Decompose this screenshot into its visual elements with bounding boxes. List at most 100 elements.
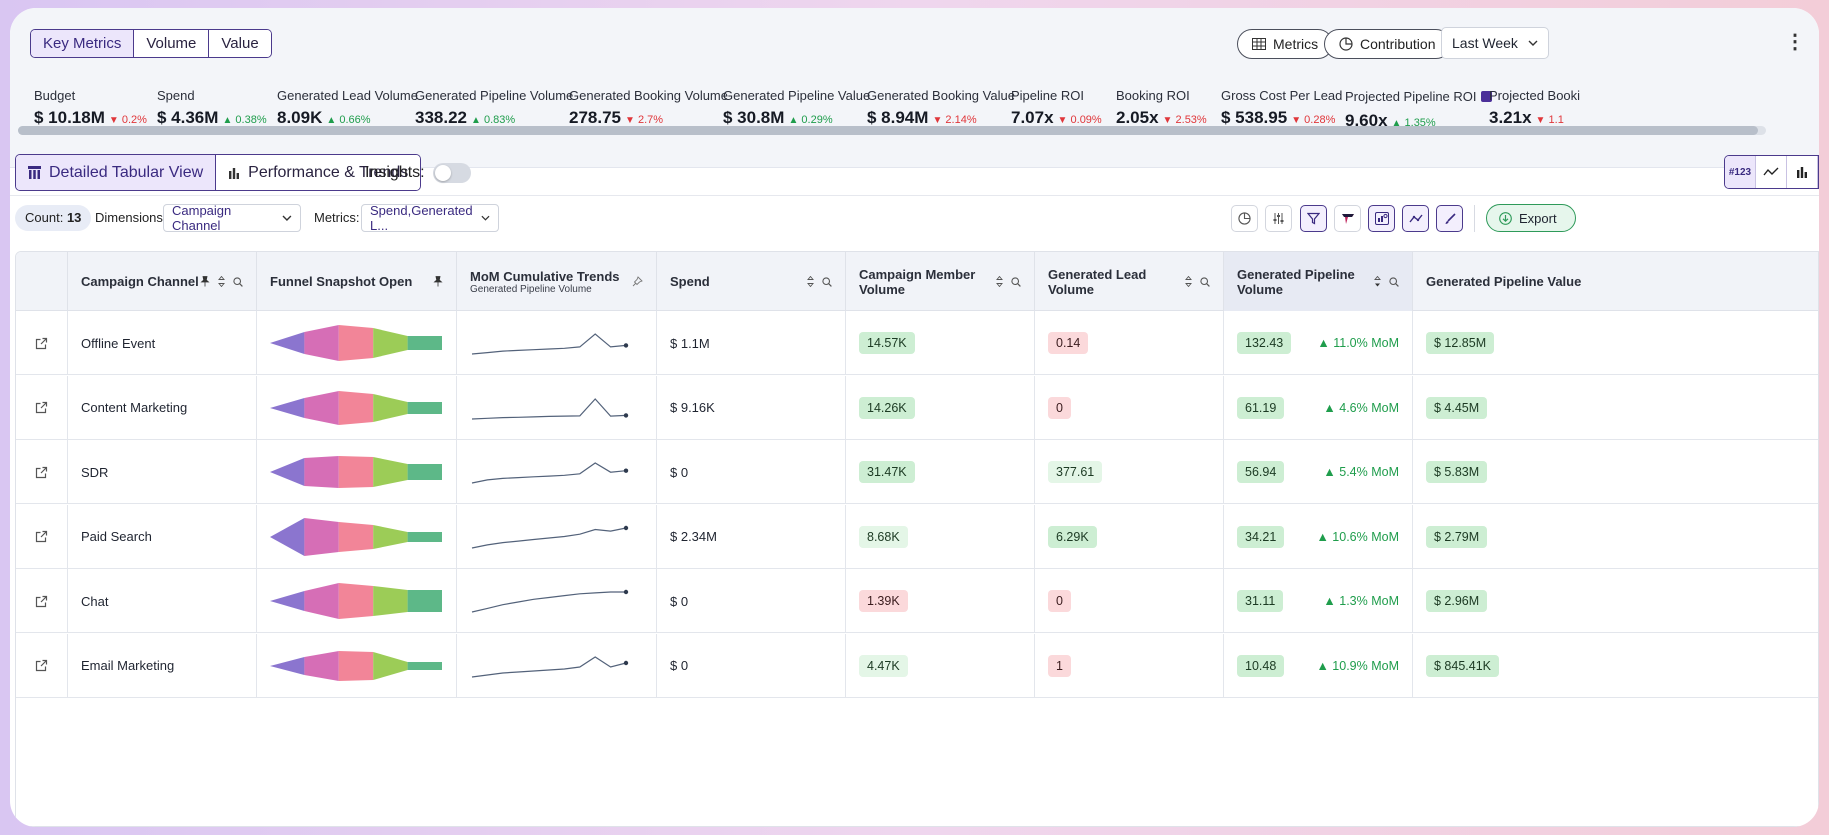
funnel-chart[interactable] (270, 517, 442, 557)
tab-value[interactable]: Value (209, 30, 271, 57)
external-link-icon[interactable] (35, 337, 48, 350)
sparkline-chart[interactable] (470, 586, 630, 616)
header-generated-pipeline-value[interactable]: Generated Pipeline Value (1413, 252, 1602, 311)
kpi-change: ▲ 0.38% (222, 114, 266, 126)
external-link-icon[interactable] (35, 466, 48, 479)
sparkline-end-point (623, 589, 629, 595)
sparkline-chart[interactable] (470, 522, 630, 552)
numeric-mode-button[interactable]: #123 (1725, 156, 1756, 188)
pie-view-button[interactable] (1231, 205, 1258, 232)
table-row[interactable]: Email Marketing $ 0 4.47K 1 10.48 ▲ 10.9% MoM… (16, 633, 1818, 698)
contribution-button[interactable]: Contribution (1324, 29, 1451, 59)
sparkline-chart[interactable] (470, 328, 630, 358)
kpi-change: ▼ 0.28% (1291, 114, 1335, 126)
adjust-columns-button[interactable] (1265, 205, 1292, 232)
kpi-scrollbar-thumb[interactable] (18, 126, 1758, 135)
external-link-icon[interactable] (35, 401, 48, 414)
pin-icon[interactable] (433, 276, 443, 287)
external-link-icon[interactable] (35, 530, 48, 543)
search-icon[interactable] (1389, 276, 1399, 287)
kpi-card[interactable]: Budget $ 10.18M ▼ 0.2% (34, 88, 147, 128)
chart-settings-button[interactable] (1368, 205, 1395, 232)
insights-toggle-knob (434, 165, 451, 181)
sort-descending-icon[interactable] (1374, 276, 1381, 287)
kpi-card[interactable]: Pipeline ROI 7.07x ▼ 0.09% (1011, 88, 1102, 128)
dimensions-select[interactable]: Campaign Channel (163, 203, 301, 233)
spend-value: $ 9.16K (670, 400, 715, 415)
table-row[interactable]: Chat $ 0 1.39K 0 31.11 ▲ 1.3% MoM $ 2.96M (16, 569, 1818, 633)
table-row[interactable]: Content Marketing $ 9.16K 14.26K 0 61.19 ▲ 4.… (16, 375, 1818, 440)
more-options-icon[interactable]: ⋮ (1785, 31, 1805, 53)
kpi-change: ▼ 0.09% (1058, 114, 1102, 126)
tab-performance-trends[interactable]: Performance & Trends (216, 155, 421, 190)
kpi-card[interactable]: Generated Lead Volume 8.09K ▲ 0.66% (277, 88, 418, 128)
filter-button[interactable] (1300, 205, 1327, 232)
period-select[interactable]: Last Week (1441, 27, 1549, 59)
kpi-card[interactable]: Generated Booking Volume 278.75 ▼ 2.7% (569, 88, 728, 128)
sparkline-chart[interactable] (470, 393, 630, 423)
pin-outline-icon[interactable] (632, 276, 643, 287)
funnel-stage-4 (373, 651, 408, 680)
search-icon[interactable] (233, 276, 243, 287)
header-generated-lead-volume[interactable]: Generated Lead Volume (1035, 252, 1224, 311)
sort-icon[interactable] (807, 276, 814, 287)
funnel-chart[interactable] (270, 581, 442, 621)
export-button[interactable]: Export (1486, 204, 1576, 232)
table-row[interactable]: SDR $ 0 31.47K 377.61 56.94 ▲ 5.4% MoM $ 5.83M (16, 440, 1818, 504)
sparkline-chart[interactable] (470, 457, 630, 487)
insights-control: Insights: (365, 163, 471, 183)
channel-name: Email Marketing (81, 658, 175, 673)
toolbar-divider (10, 195, 1819, 196)
search-icon[interactable] (1200, 276, 1210, 287)
funnel-chart[interactable] (270, 452, 442, 492)
channel-cell: Chat (68, 569, 257, 633)
kpi-scrollbar[interactable] (18, 126, 1766, 135)
search-icon[interactable] (822, 276, 832, 287)
sort-icon[interactable] (996, 276, 1003, 287)
search-icon[interactable] (1011, 276, 1021, 287)
info-badge-icon[interactable] (1480, 91, 1492, 102)
trend-line-button[interactable] (1402, 205, 1429, 232)
tab-key-metrics[interactable]: Key Metrics (31, 30, 135, 57)
kpi-card[interactable]: Generated Pipeline Volume 338.22 ▲ 0.83% (415, 88, 573, 128)
header-campaign-member-volume[interactable]: Campaign Member Volume (846, 252, 1035, 311)
kpi-card[interactable]: Generated Booking Value $ 8.94M ▼ 2.14% (867, 88, 1015, 128)
kpi-card[interactable]: Booking ROI 2.05x ▼ 2.53% (1116, 88, 1207, 128)
mom-change: ▲ 5.4% MoM (1323, 465, 1399, 479)
funnel-chart[interactable] (270, 323, 442, 363)
kpi-value: 9.60x (1345, 111, 1388, 130)
kpi-card[interactable]: Projected Pipeline ROI 9.60x ▲ 1.35% (1345, 88, 1492, 131)
insights-toggle[interactable] (432, 163, 471, 183)
funnel-chart[interactable] (270, 646, 442, 686)
sort-icon[interactable] (1185, 276, 1192, 287)
pipeline-volume-cell: 61.19 ▲ 4.6% MoM (1224, 375, 1413, 440)
kpi-card[interactable]: Spend $ 4.36M ▲ 0.38% (157, 88, 267, 128)
header-campaign-channel[interactable]: Campaign Channel (68, 252, 257, 311)
table-row[interactable]: Paid Search $ 2.34M 8.68K 6.29K 34.21 ▲ 10.6%… (16, 504, 1818, 569)
sparkline-chart[interactable] (470, 651, 630, 681)
sparkline-mode-button[interactable] (1756, 156, 1787, 188)
header-funnel-snapshot[interactable]: Funnel Snapshot Open (257, 252, 457, 311)
tab-volume[interactable]: Volume (134, 30, 210, 57)
header-generated-pipeline-volume[interactable]: Generated Pipeline Volume (1224, 252, 1413, 311)
table-row[interactable]: Offline Event $ 1.1M 14.57K 0.14 132.43 ▲ 11.… (16, 311, 1818, 375)
bar-mode-button[interactable] (1787, 156, 1818, 188)
header-spend[interactable]: Spend (657, 252, 846, 311)
style-button[interactable] (1436, 205, 1463, 232)
open-row-cell (16, 375, 68, 440)
chevron-down-icon (282, 215, 292, 221)
kpi-card[interactable]: Gross Cost Per Lead $ 538.95 ▼ 0.28% (1221, 88, 1342, 128)
tab-detailed-tabular-view[interactable]: Detailed Tabular View (16, 155, 217, 190)
header-mom-trends[interactable]: MoM Cumulative Trends Generated Pipeline… (457, 252, 657, 311)
external-link-icon[interactable] (35, 659, 48, 672)
kpi-card[interactable]: Projected Booki 3.21x ▼ 1.1 (1489, 88, 1580, 128)
sort-icon[interactable] (218, 276, 225, 287)
funnel-filter-button[interactable] (1334, 205, 1361, 232)
metrics-select[interactable]: Spend,Generated L... (361, 203, 499, 233)
mom-value: 1.3% MoM (1339, 594, 1399, 608)
external-link-icon[interactable] (35, 595, 48, 608)
kpi-card[interactable]: Generated Pipeline Value $ 30.8M ▲ 0.29% (723, 88, 870, 128)
pin-icon[interactable] (200, 276, 210, 287)
metrics-button[interactable]: Metrics (1237, 29, 1334, 59)
funnel-chart[interactable] (270, 388, 442, 428)
